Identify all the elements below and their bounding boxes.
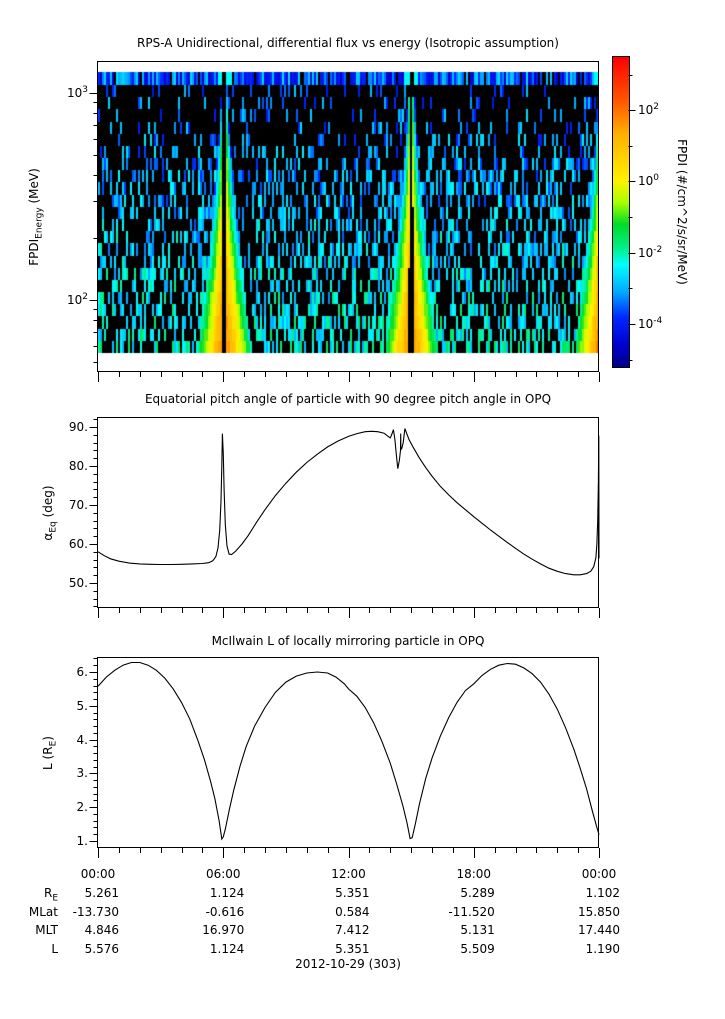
table-value: 4.846 (84, 923, 119, 937)
table-value: -11.520 (448, 905, 495, 919)
pitch-angle-curve (97, 428, 600, 576)
table-value: 1.102 (585, 886, 620, 900)
x-tick-label: 12:00 (331, 867, 366, 881)
table-value: 5.576 (84, 942, 119, 956)
lshell-y-tick-label: 4. (76, 732, 88, 747)
colorbar-tick-label: 102 (638, 102, 660, 118)
spectrogram-title: RPS-A Unidirectional, differential flux … (137, 36, 559, 50)
spectrogram-y-tick-label: 102 (66, 292, 88, 307)
x-tick-label: 18:00 (456, 867, 492, 881)
table-row-label: MLat (28, 905, 58, 919)
colorbar-tick-label: 10-2 (638, 244, 663, 260)
table-value: -0.616 (205, 905, 245, 919)
table-value: 1.124 (209, 886, 245, 900)
lshell-curve (97, 661, 600, 841)
table-value: 17.440 (578, 923, 620, 937)
table-value: 0.584 (335, 905, 370, 919)
pitch-y-tick-label: 70. (68, 498, 88, 512)
ylabel-main: FPDI (27, 238, 41, 266)
date-label: 2012-10-29 (303) (295, 957, 401, 971)
table-row-label: L (51, 942, 58, 956)
lshell-title: McIlwain L of locally mirroring particle… (211, 634, 485, 648)
table-value: 5.509 (460, 942, 495, 956)
x-tick-label: 06:00 (205, 867, 241, 881)
ylabel-sub: Energy (34, 207, 45, 239)
colorbar-axis-label: FPDI (#/cm^2/s/sr/MeV) (675, 139, 689, 285)
table-row-label: MLT (35, 923, 58, 937)
colorbar-tick-label: 100 (638, 173, 660, 189)
x-tick-label: 00:00 (80, 867, 116, 881)
ylabel-rest: (MeV) (27, 168, 41, 208)
table-row-label: RE (43, 886, 58, 904)
spectrogram-y-axis-label: FPDIEnergy (MeV) (25, 117, 45, 317)
spectrogram-heatmap (98, 62, 599, 372)
pitch-y-tick-label: 80. (68, 459, 88, 473)
table-value: 15.850 (578, 905, 620, 919)
lshell-y-tick-label: 2. (76, 800, 88, 815)
table-value: 5.131 (460, 923, 495, 937)
table-value: 7.412 (335, 923, 370, 937)
table-value: 5.261 (84, 886, 119, 900)
table-value: 1.190 (585, 942, 620, 956)
table-value: 5.289 (460, 886, 495, 900)
table-value: 16.970 (202, 923, 245, 937)
colorbar-gradient (613, 57, 629, 367)
table-value: 5.351 (335, 942, 370, 956)
x-tick-label: 00:00 (581, 867, 617, 881)
table-value: 1.124 (209, 942, 245, 956)
lshell-y-tick-label: 3. (76, 766, 88, 781)
lshell-y-tick-label: 1. (76, 834, 88, 848)
spectrogram-y-tick-label: 103 (66, 85, 88, 100)
pitch-panel-frame (97, 417, 599, 608)
table-value: -13.730 (72, 905, 119, 919)
pitch-y-tick-label: 90. (68, 420, 88, 434)
pitch-y-tick-label: 60. (68, 537, 88, 551)
ylabel-sub: Eq (48, 521, 59, 533)
lshell-y-tick-label: 6. (76, 665, 88, 679)
colorbar-tick-label: 10-4 (638, 316, 663, 332)
table-value: 5.351 (335, 886, 370, 900)
pitch-angle-title: Equatorial pitch angle of particle with … (144, 392, 552, 406)
pitch-y-tick-label: 50. (68, 576, 88, 590)
lshell-panel-frame (97, 657, 599, 848)
lshell-y-tick-label: 5. (76, 698, 88, 713)
